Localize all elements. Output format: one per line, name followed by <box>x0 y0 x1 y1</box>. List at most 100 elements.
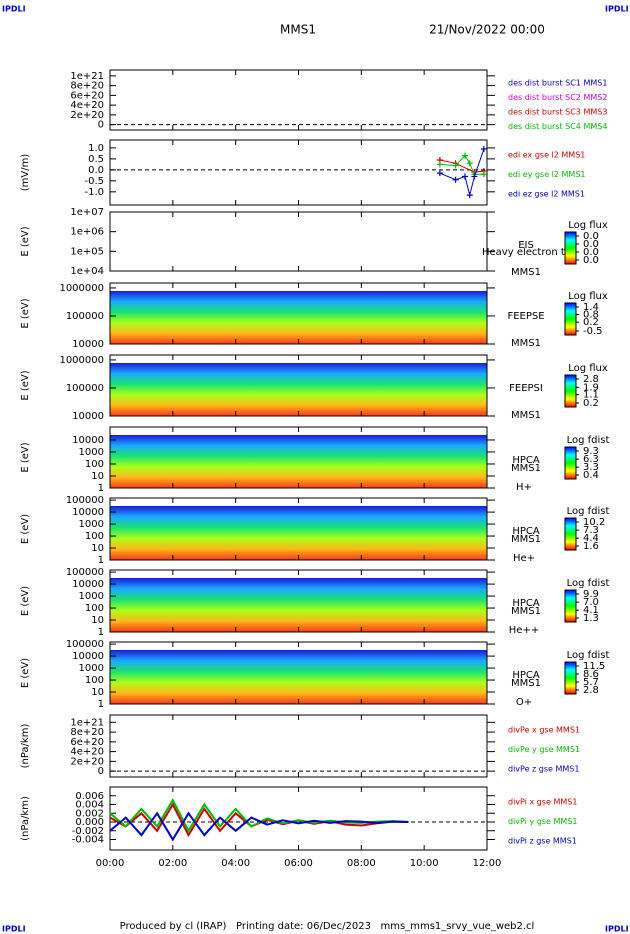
y-axis-label: (mV/m) <box>20 154 31 192</box>
colorbar <box>564 374 577 408</box>
y-tick-label: -0.004 <box>72 835 104 846</box>
y-tick-label: 8e+20 <box>70 727 104 738</box>
spectrogram-fill <box>110 291 487 344</box>
data-marker <box>452 162 459 169</box>
legend-entry: des dist burst SC1 MMS1 <box>508 79 607 88</box>
data-marker <box>480 146 487 153</box>
colorbar-title: Log fdist <box>567 506 610 517</box>
y-axis-label: E (eV) <box>20 442 31 472</box>
y-tick-label: 100 <box>85 459 104 470</box>
y-tick-label: 2e+20 <box>70 756 104 767</box>
data-marker <box>466 160 473 167</box>
x-tick-label: 06:00 <box>284 858 313 869</box>
colorbar-title: Log fdist <box>567 435 610 446</box>
instrument-label: HPCA <box>512 455 540 466</box>
instrument-label: FEEPSE <box>507 311 544 322</box>
y-axis-label: E (eV) <box>20 370 31 400</box>
y-tick-label: 4e+20 <box>70 747 104 758</box>
spectrogram-fill <box>110 650 487 704</box>
legend-entry: divPi z gse MMS1 <box>508 837 577 846</box>
data-marker <box>452 176 459 183</box>
y-tick-label: 2e+20 <box>70 110 104 121</box>
title: MMS1 <box>280 23 316 37</box>
annotation: Heavy electron to <box>482 247 571 258</box>
spacecraft-label: MMS1 <box>511 678 541 689</box>
spectrogram-fill <box>110 506 487 560</box>
colorbar-tick-label: 0.2 <box>583 317 599 328</box>
logo: IPDLI <box>605 925 629 934</box>
y-tick-label: 1 <box>98 555 104 566</box>
legend-entry: divPi y gse MMS1 <box>508 817 577 826</box>
y-axis-label: E (eV) <box>20 658 31 688</box>
y-tick-label: -0.5 <box>84 176 104 187</box>
y-tick-label: 0.004 <box>75 800 104 811</box>
x-tick-label: 12:00 <box>473 858 502 869</box>
colorbar-tick-label: 4.4 <box>583 533 599 544</box>
instrument-label: HPCA <box>512 670 540 681</box>
panel-frame <box>109 211 488 272</box>
y-tick-label: 10 <box>91 615 104 626</box>
y-tick-label: 100000 <box>66 311 104 322</box>
y-tick-label: 10000 <box>72 507 104 518</box>
data-marker <box>436 170 443 177</box>
species-label: He+ <box>513 553 535 564</box>
colorbar-tick-label: 6.3 <box>583 454 599 465</box>
footer: Produced by cl (IRAP) Printing date: 06/… <box>120 921 535 932</box>
y-tick-label: 1000 <box>79 663 104 674</box>
colorbar-tick-label: 1.1 <box>583 390 599 401</box>
y-tick-label: 10 <box>91 471 104 482</box>
y-axis-label: E (eV) <box>20 298 31 328</box>
y-tick-label: 10000 <box>72 579 104 590</box>
instrument-label: HPCA <box>512 598 540 609</box>
x-tick-label: 08:00 <box>347 858 376 869</box>
colorbar-tick-label: 0.4 <box>583 470 599 481</box>
data-line <box>439 148 485 196</box>
logo: IPDLI <box>2 5 26 14</box>
colorbar <box>564 231 577 265</box>
y-tick-label: 10000 <box>72 651 104 662</box>
colorbar-tick-label: 1.6 <box>583 541 599 552</box>
data-line <box>109 811 409 842</box>
y-tick-label: 1e+05 <box>70 246 104 257</box>
instrument-label: EIS <box>518 240 534 251</box>
y-tick-label: 1 <box>98 699 104 710</box>
y-tick-label: 1e+21 <box>70 71 104 82</box>
y-tick-label: 0 <box>98 766 104 777</box>
data-marker <box>462 152 469 159</box>
colorbar-title: Log fdist <box>567 650 610 661</box>
y-axis-label: E (eV) <box>20 586 31 616</box>
panel-frame <box>109 139 488 206</box>
instrument-label: FEEPSI <box>509 383 543 394</box>
y-tick-label: 10000 <box>72 339 104 350</box>
data-marker <box>462 173 469 180</box>
y-tick-label: 1.0 <box>88 143 104 154</box>
colorbar-tick-label: 0.0 <box>583 247 599 258</box>
colorbar <box>564 302 577 336</box>
legend-entry: divPe z gse MMS1 <box>508 765 579 774</box>
y-tick-label: 100 <box>85 603 104 614</box>
legend-entry: des dist burst SC4 MMS4 <box>508 122 607 131</box>
species-label: H+ <box>516 482 532 493</box>
y-tick-label: 10000 <box>72 435 104 446</box>
data-line <box>109 802 409 838</box>
colorbar-tick-label: 7.0 <box>583 597 599 608</box>
y-tick-label: 1 <box>98 483 104 494</box>
y-tick-label: 1000 <box>79 447 104 458</box>
y-tick-label: 1000 <box>79 519 104 530</box>
spacecraft-label: MMS1 <box>511 267 541 278</box>
y-tick-label: 6e+20 <box>70 737 104 748</box>
y-tick-label: 10 <box>91 687 104 698</box>
spacecraft-label: MMS1 <box>511 463 541 474</box>
legend-entry: edi ey gse l2 MMS1 <box>508 170 586 179</box>
y-tick-label: 100000 <box>66 639 104 650</box>
colorbar-tick-label: 2.8 <box>583 685 599 696</box>
legend-entry: edi ex gse l2 MMS1 <box>508 151 585 160</box>
y-tick-label: 1 <box>98 627 104 638</box>
y-tick-label: 0.006 <box>75 791 104 802</box>
colorbar-tick-label: 9.9 <box>583 589 599 600</box>
colorbar <box>564 589 577 623</box>
colorbar-tick-label: 5.7 <box>583 677 599 688</box>
y-tick-label: 100000 <box>66 567 104 578</box>
y-axis-label: (nPa/km) <box>20 796 31 841</box>
